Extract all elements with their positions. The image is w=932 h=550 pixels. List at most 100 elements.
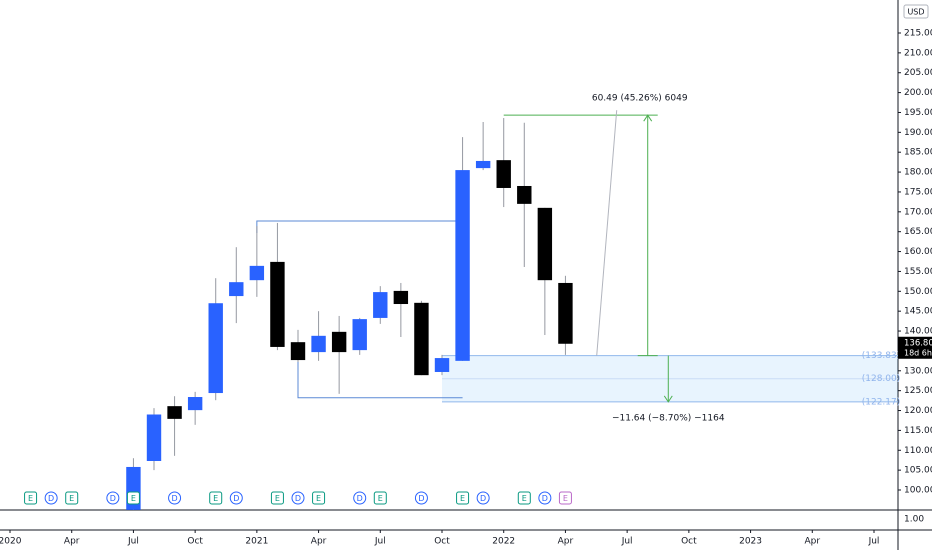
y-tick-label: 145.00 [904, 307, 932, 317]
event-icon [270, 491, 284, 505]
y-tick-label: 205.00 [904, 68, 932, 78]
event-icon [168, 491, 182, 505]
countdown: 18d 6h [904, 348, 932, 357]
candle-body [146, 414, 162, 461]
y-tick-label: 140.00 [904, 327, 932, 337]
candle-body [558, 282, 573, 344]
candle-body [434, 358, 450, 372]
event-label: D [48, 494, 54, 503]
y-tick-label: 180.00 [904, 168, 932, 178]
y-tick-label: 165.00 [904, 227, 932, 237]
event-label: E [131, 494, 136, 503]
zone-label: (128.00) [862, 374, 901, 384]
measure-label: 60.49 (45.26%) 6049 [592, 94, 688, 104]
pane-label: 1.00 [904, 515, 924, 525]
candle-body [208, 303, 223, 394]
event-label: E [460, 494, 465, 503]
currency-box[interactable] [903, 4, 929, 19]
event-label: E [275, 494, 280, 503]
y-tick-label: 195.00 [904, 108, 932, 118]
candle-body [331, 331, 347, 353]
event-label: D [295, 494, 301, 503]
candle-body [517, 185, 532, 204]
projection-line [596, 110, 618, 356]
x-tick-label: Jul [127, 537, 139, 547]
candle-body [229, 282, 244, 297]
x-tick-label: Oct [434, 537, 450, 547]
x-tick-label: Apr [311, 537, 327, 547]
event-label: E [69, 494, 74, 503]
event-label: D [110, 494, 116, 503]
candle-body [167, 406, 182, 419]
y-tick-label: 100.00 [904, 486, 932, 496]
event-icon [312, 491, 326, 505]
candle-body [455, 170, 470, 361]
event-icon [44, 491, 58, 505]
candle-body [187, 397, 203, 411]
event-label: E [378, 494, 383, 503]
event-icon [24, 491, 38, 505]
candle-body [414, 302, 429, 376]
x-tick-label: 2021 [245, 537, 268, 547]
x-tick-label: Jul [374, 537, 386, 547]
y-tick-label: 160.00 [904, 247, 932, 257]
y-tick-label: 110.00 [904, 446, 932, 456]
y-tick-label: 105.00 [904, 466, 932, 476]
event-icon [65, 491, 79, 505]
y-tick-label: 215.00 [904, 28, 932, 38]
y-tick-label: 120.00 [904, 406, 932, 416]
y-tick-label: 155.00 [904, 267, 932, 277]
event-label: D [171, 494, 177, 503]
event-label: D [418, 494, 424, 503]
price-badge [898, 336, 932, 359]
event-icon [209, 491, 223, 505]
x-tick-label: 2020 [0, 537, 22, 547]
event-label: E [316, 494, 321, 503]
y-tick-label: 200.00 [904, 88, 932, 98]
event-icon [476, 491, 490, 505]
event-icon [353, 491, 367, 505]
y-tick-label: 115.00 [904, 426, 932, 436]
x-tick-label: 2023 [739, 537, 762, 547]
event-icon [291, 491, 305, 505]
x-tick-label: Apr [64, 537, 80, 547]
x-tick-label: Apr [804, 537, 820, 547]
event-label: E [563, 494, 568, 503]
event-label: D [357, 494, 363, 503]
measure-label: −11.64 (−8.70%) −1164 [612, 414, 725, 424]
event-label: E [213, 494, 218, 503]
x-tick-label: 2022 [492, 537, 515, 547]
candle-body [393, 290, 409, 305]
event-icon [456, 491, 470, 505]
event-label: D [542, 494, 548, 503]
x-tick-label: Oct [681, 537, 697, 547]
candle-body [373, 292, 388, 318]
event-label: E [522, 494, 527, 503]
candle-body [311, 335, 326, 353]
candle-body [352, 319, 367, 351]
y-tick-label: 150.00 [904, 287, 932, 297]
y-tick-label: 170.00 [904, 207, 932, 217]
event-icon [538, 491, 552, 505]
zone-label: (122.17) [862, 397, 901, 407]
event-icon [414, 491, 428, 505]
event-icon [373, 491, 387, 505]
event-icon [126, 491, 140, 505]
candle-body [270, 261, 285, 347]
candle-body [537, 207, 553, 281]
x-tick-label: Jul [868, 537, 880, 547]
y-tick-label: 185.00 [904, 148, 932, 158]
candle-body [475, 160, 491, 169]
zone-label: (133.83) [862, 351, 901, 361]
range-bracket-line [297, 360, 463, 399]
x-tick-label: Apr [558, 537, 574, 547]
y-tick-label: 130.00 [904, 366, 932, 376]
x-tick-label: Jul [621, 537, 633, 547]
event-icon [106, 491, 120, 505]
event-label: D [480, 494, 486, 503]
y-tick-label: 210.00 [904, 48, 932, 58]
y-tick-label: 175.00 [904, 187, 932, 197]
event-label: D [233, 494, 239, 503]
arrow-head [643, 114, 653, 122]
